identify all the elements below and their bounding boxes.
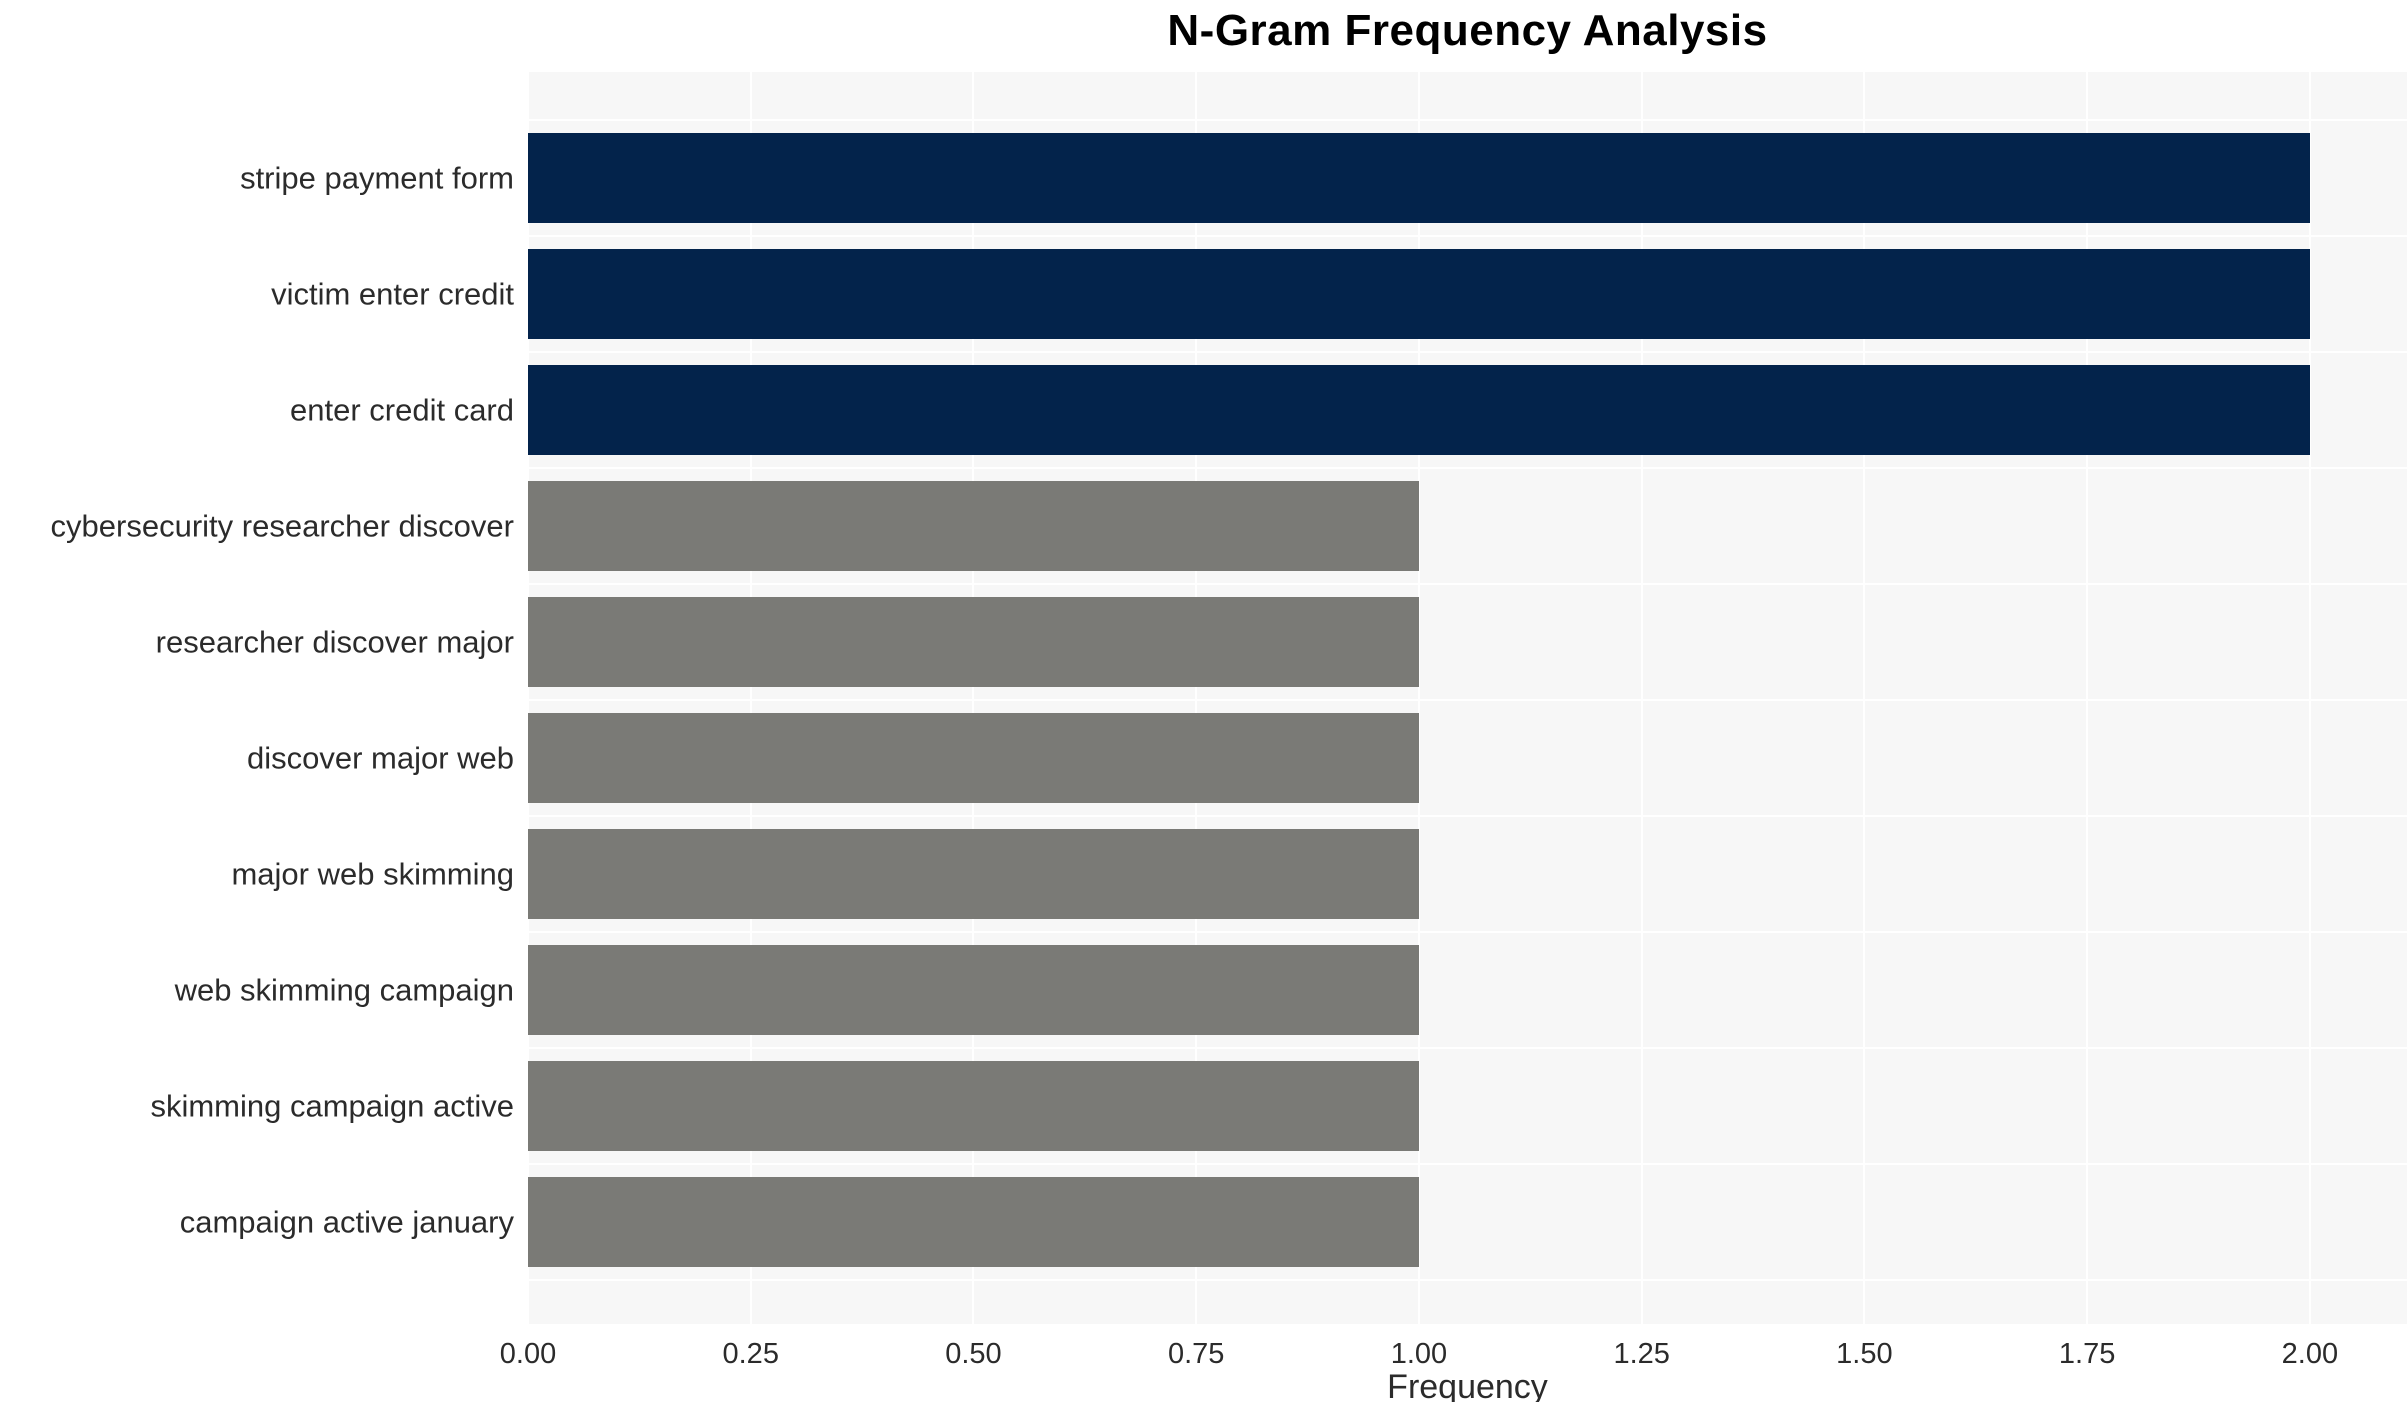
- gridline-vertical: [2308, 72, 2311, 1324]
- y-axis-label: major web skimming: [231, 856, 514, 892]
- x-axis-tick-label: 1.50: [1836, 1338, 1893, 1370]
- gridline-vertical: [1863, 72, 1866, 1324]
- y-axis-label: stripe payment form: [240, 160, 514, 196]
- y-axis-label: enter credit card: [290, 392, 514, 428]
- bar: [528, 481, 1419, 571]
- gridline-vertical: [972, 72, 975, 1324]
- bar: [528, 1061, 1419, 1151]
- gridline-vertical: [749, 72, 752, 1324]
- bar: [528, 249, 2310, 339]
- gridline-vertical: [2086, 72, 2089, 1324]
- gridline-horizontal: [528, 1163, 2407, 1165]
- gridline-horizontal: [528, 467, 2407, 469]
- x-axis-tick-label: 1.75: [2058, 1338, 2116, 1370]
- gridline-horizontal: [528, 235, 2407, 237]
- bar: [528, 133, 2310, 223]
- gridline-vertical: [1195, 72, 1198, 1324]
- x-axis-title: Frequency: [1387, 1368, 1548, 1402]
- gridline-vertical: [1417, 72, 1420, 1324]
- y-axis-label: cybersecurity researcher discover: [50, 508, 514, 544]
- gridline-vertical: [1640, 72, 1643, 1324]
- x-axis-tick-label: 0.50: [945, 1338, 1002, 1370]
- plot-area: [527, 72, 2407, 1324]
- gridline-horizontal: [528, 583, 2407, 585]
- bar: [528, 365, 2310, 455]
- x-axis-tick-label: 0.25: [722, 1338, 779, 1370]
- bar: [528, 1177, 1419, 1267]
- chart-title: N-Gram Frequency Analysis: [1167, 6, 1768, 55]
- gridline-horizontal: [528, 351, 2407, 353]
- gridline-horizontal: [528, 1047, 2407, 1049]
- gridline-horizontal: [528, 699, 2407, 701]
- y-axis-label: victim enter credit: [271, 276, 514, 312]
- bar: [528, 597, 1419, 687]
- x-axis-tick-label: 0.00: [499, 1338, 557, 1370]
- gridline-horizontal: [528, 119, 2407, 121]
- y-axis-label: researcher discover major: [155, 624, 514, 660]
- y-axis-label: campaign active january: [179, 1204, 514, 1240]
- y-axis-label: web skimming campaign: [174, 972, 514, 1008]
- y-axis-label: discover major web: [246, 740, 514, 776]
- bar: [528, 945, 1419, 1035]
- bar: [528, 713, 1419, 803]
- x-axis-tick-label: 2.00: [2281, 1338, 2339, 1370]
- gridline-horizontal: [528, 815, 2407, 817]
- gridline-vertical: [527, 72, 529, 1324]
- bar: [528, 829, 1419, 919]
- gridline-horizontal: [528, 1279, 2407, 1281]
- x-axis-tick-label: 1.25: [1613, 1338, 1670, 1370]
- x-axis-tick-label: 1.00: [1390, 1338, 1448, 1370]
- gridline-horizontal: [528, 931, 2407, 933]
- y-axis-label: skimming campaign active: [150, 1088, 514, 1124]
- x-axis-tick-label: 0.75: [1167, 1338, 1225, 1370]
